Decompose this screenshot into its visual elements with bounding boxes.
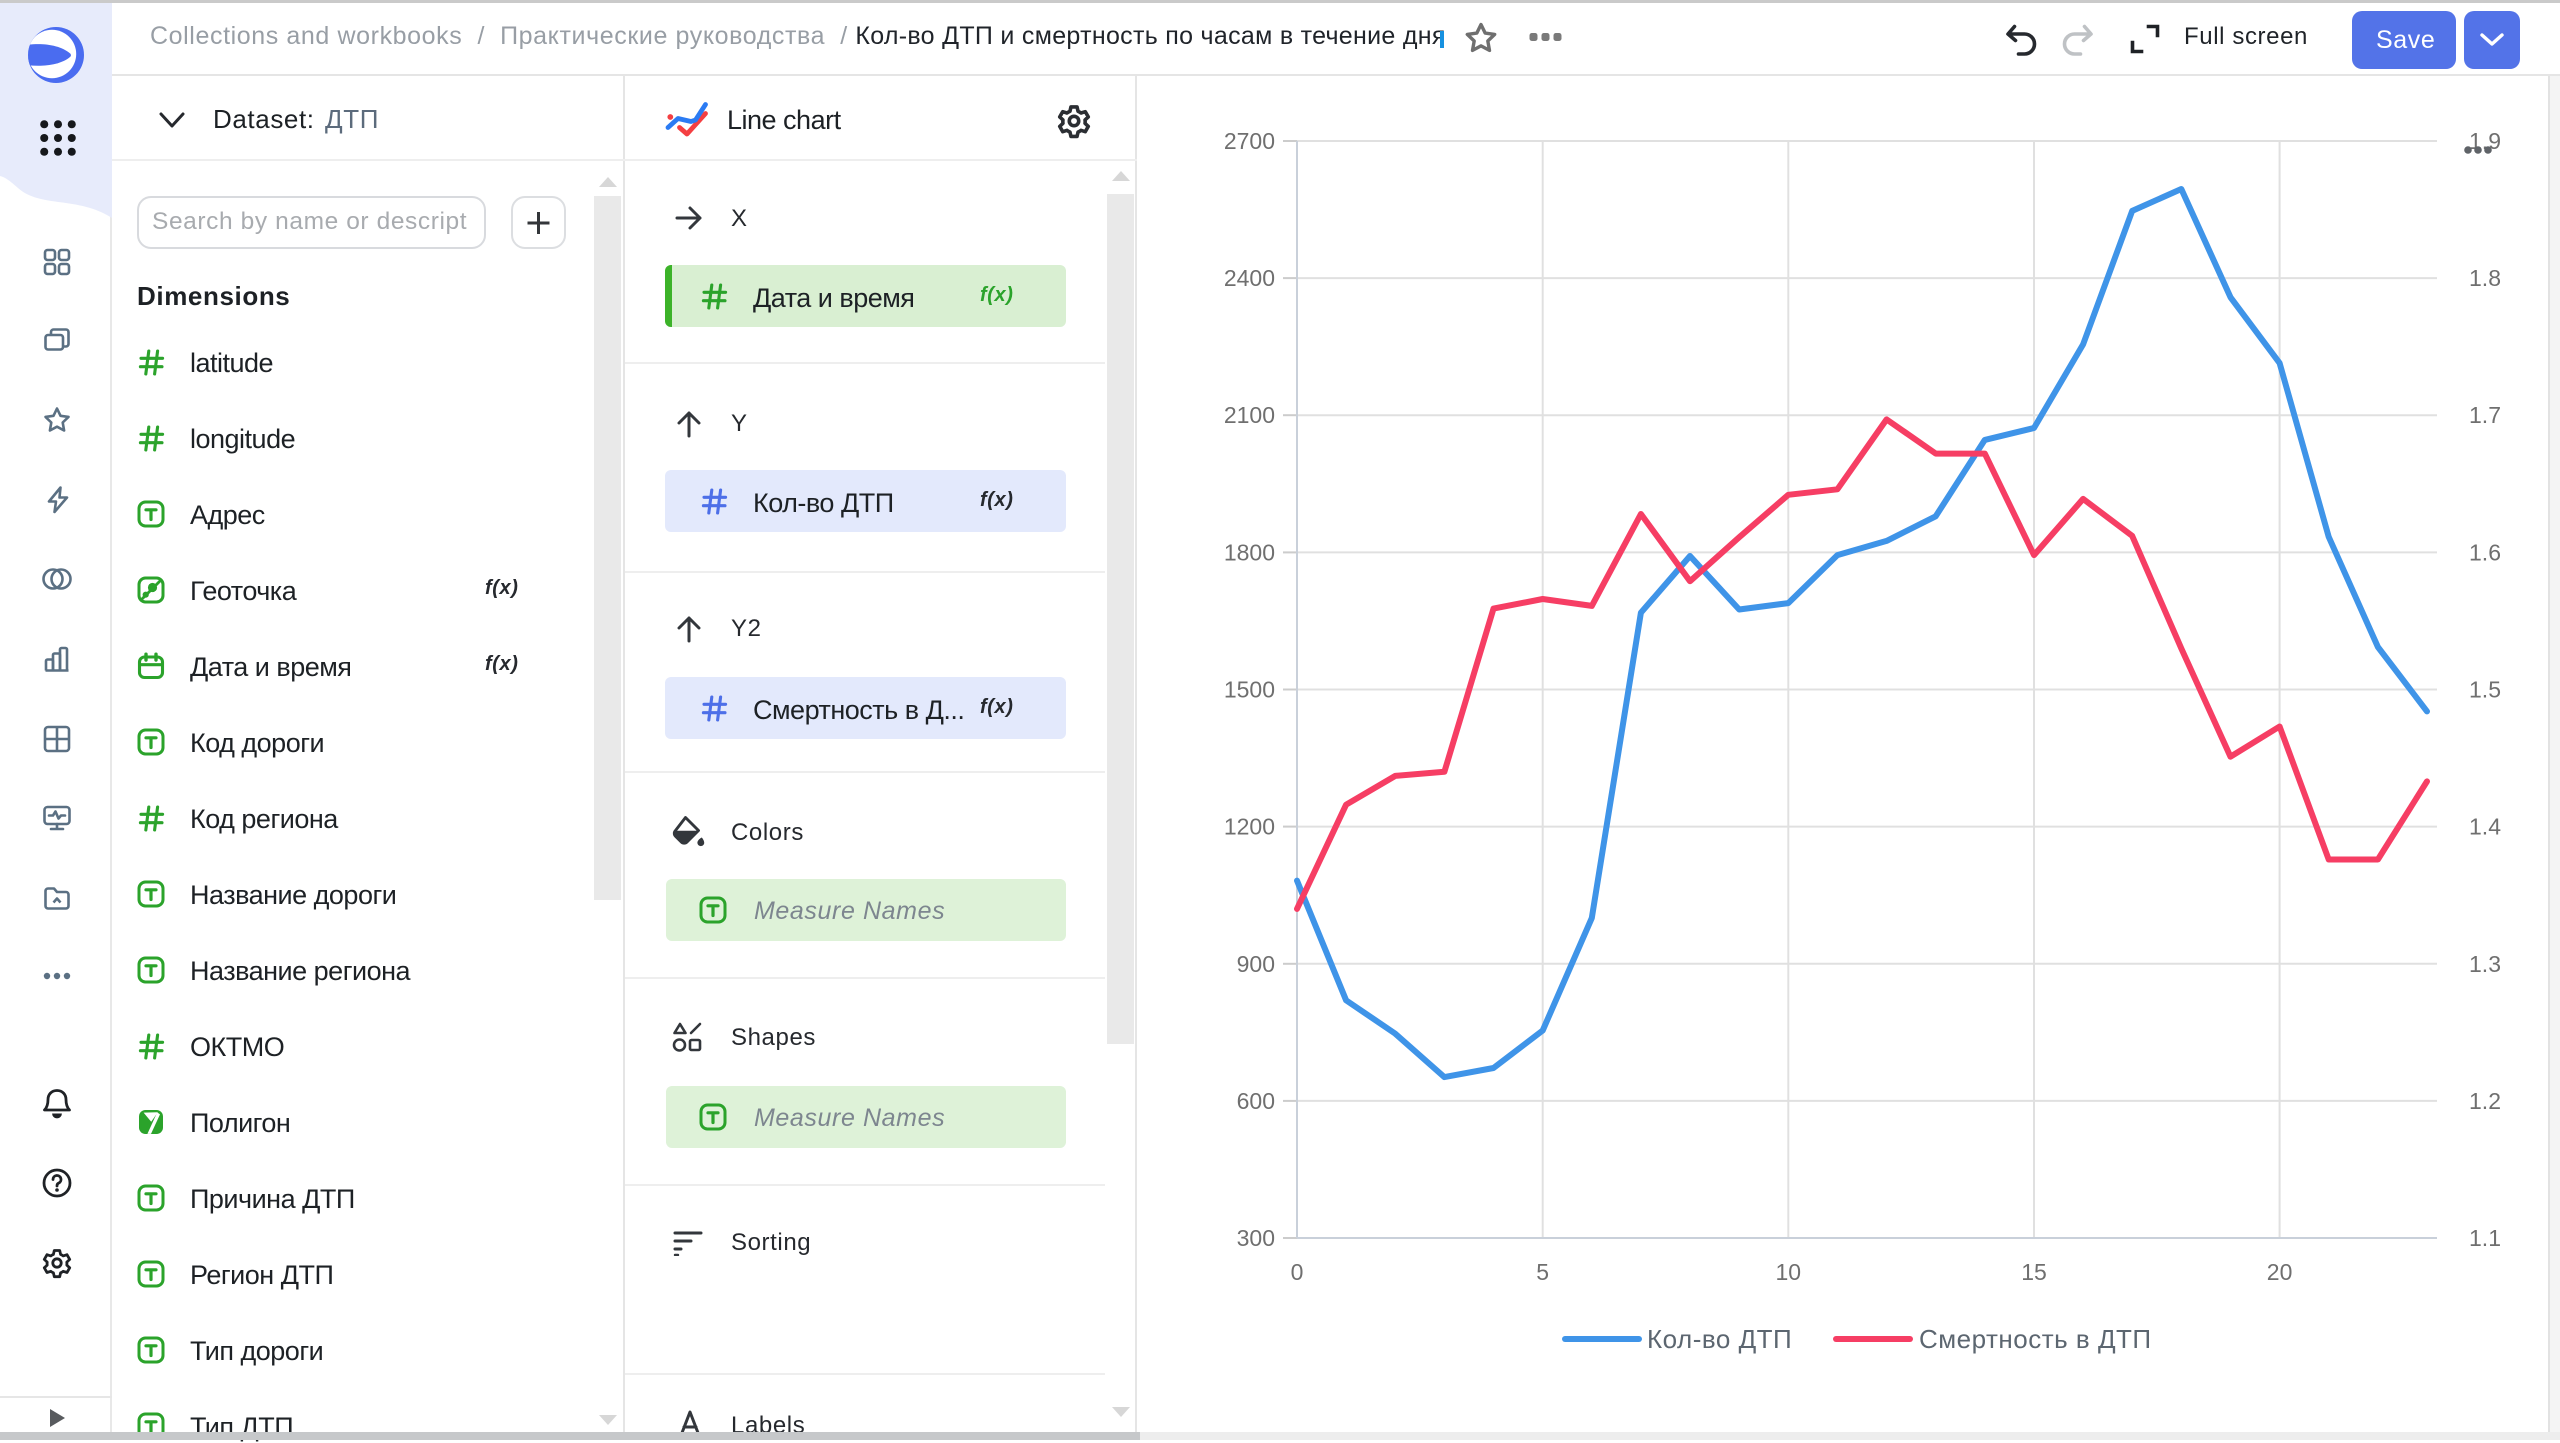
svg-text:1.7: 1.7 — [2469, 402, 2501, 428]
svg-text:0: 0 — [1291, 1259, 1304, 1285]
svg-text:900: 900 — [1237, 951, 1275, 977]
svg-text:1.2: 1.2 — [2469, 1088, 2501, 1114]
svg-text:600: 600 — [1237, 1088, 1275, 1114]
svg-text:2400: 2400 — [1224, 265, 1275, 291]
svg-text:1800: 1800 — [1224, 539, 1275, 565]
svg-text:1.3: 1.3 — [2469, 951, 2501, 977]
svg-text:15: 15 — [2021, 1259, 2047, 1285]
svg-text:5: 5 — [1536, 1259, 1549, 1285]
svg-text:1.6: 1.6 — [2469, 539, 2501, 565]
svg-text:Смертность в ДТП: Смертность в ДТП — [1919, 1324, 2152, 1354]
svg-text:2100: 2100 — [1224, 402, 1275, 428]
svg-text:300: 300 — [1237, 1225, 1275, 1251]
svg-text:Кол-во ДТП: Кол-во ДТП — [1647, 1324, 1792, 1354]
svg-text:10: 10 — [1776, 1259, 1802, 1285]
svg-text:20: 20 — [2267, 1259, 2293, 1285]
svg-text:1.8: 1.8 — [2469, 265, 2501, 291]
svg-text:1.1: 1.1 — [2469, 1225, 2501, 1251]
svg-text:2700: 2700 — [1224, 128, 1275, 154]
svg-text:1.4: 1.4 — [2469, 814, 2501, 840]
svg-text:1200: 1200 — [1224, 814, 1275, 840]
svg-text:1.5: 1.5 — [2469, 677, 2501, 703]
svg-text:1500: 1500 — [1224, 677, 1275, 703]
